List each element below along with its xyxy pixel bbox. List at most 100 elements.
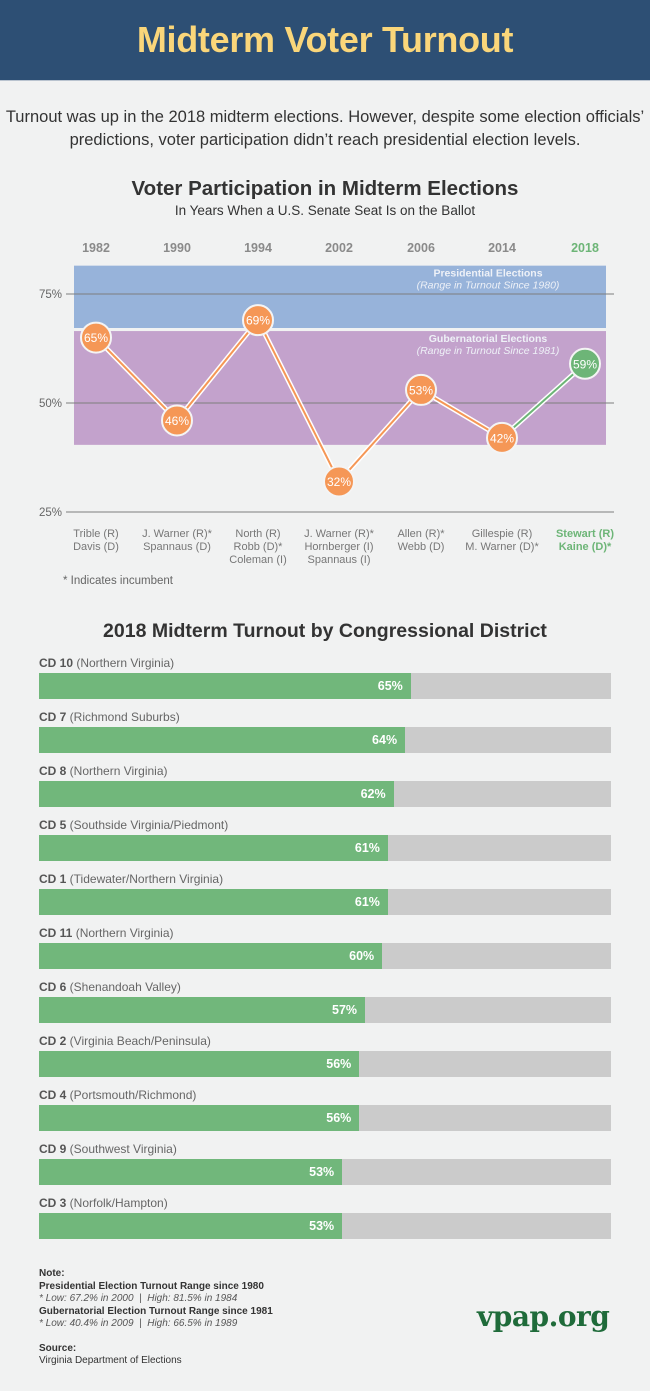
candidate-name: North (R)	[235, 528, 280, 540]
bar-fill: 62%	[39, 781, 394, 807]
data-point	[405, 373, 437, 406]
district-row: CD 7 (Richmond Suburbs) 64%	[39, 710, 611, 764]
bar-fill: 65%	[39, 673, 411, 699]
district-row: CD 1 (Tidewater/Northern Virginia) 61%	[39, 872, 611, 926]
line-segment	[501, 363, 586, 439]
band-note: (Range in Turnout Since 1981)	[417, 345, 560, 357]
district-code: CD 2	[39, 1034, 67, 1048]
presidential-range-heading: Presidential Election Turnout Range sinc…	[39, 1280, 264, 1292]
district-code: CD 11	[39, 926, 73, 940]
bar-value-label: 53%	[309, 1219, 335, 1233]
data-label: 32%	[327, 475, 351, 489]
bar-value-label: 65%	[377, 679, 403, 693]
bar-value-label: 62%	[360, 787, 386, 801]
district-label: CD 6 (Shenandoah Valley)	[39, 980, 611, 997]
district-row: CD 2 (Virginia Beach/Peninsula) 56%	[39, 1034, 611, 1088]
district-code: CD 7	[39, 710, 67, 724]
y-tick-label: 75%	[39, 289, 62, 301]
band-label: Presidential Elections	[433, 268, 542, 280]
bar-fill: 56%	[39, 1051, 360, 1077]
district-label: CD 7 (Richmond Suburbs)	[39, 710, 611, 727]
y-tick-label: 25%	[39, 507, 62, 519]
district-row: CD 10 (Northern Virginia) 65%	[39, 656, 611, 710]
candidate-name: Spannaus (I)	[308, 554, 371, 566]
candidate-name: Kaine (D)*	[559, 541, 612, 553]
bar-track: 65%	[39, 673, 611, 699]
district-code: CD 9	[39, 1142, 67, 1156]
district-row: CD 6 (Shenandoah Valley) 57%	[39, 980, 611, 1034]
district-code: CD 8	[39, 764, 67, 778]
district-region: (Richmond Suburbs)	[66, 710, 180, 724]
bar-value-label: 61%	[354, 895, 380, 909]
data-label: 53%	[409, 383, 433, 397]
source-text: Virginia Department of Elections	[39, 1355, 182, 1366]
district-row: CD 11 (Northern Virginia) 60%	[39, 926, 611, 980]
candidate-name: Hornberger (I)	[304, 541, 373, 553]
bar-fill: 53%	[39, 1159, 343, 1185]
data-point	[80, 321, 112, 354]
candidate-name: Spannaus (D)	[143, 541, 211, 553]
bar-value-label: 56%	[326, 1111, 352, 1125]
district-label: CD 5 (Southside Virginia/Piedmont)	[39, 818, 611, 835]
data-label: 65%	[84, 331, 108, 345]
district-region: (Shenandoah Valley)	[66, 980, 181, 994]
line-segment	[257, 319, 340, 482]
district-label: CD 10 (Northern Virginia)	[39, 656, 611, 673]
candidate-name: Stewart (R)	[556, 528, 614, 540]
district-label: CD 1 (Tidewater/Northern Virginia)	[39, 872, 611, 889]
data-label: 42%	[490, 431, 514, 445]
district-region: (Southwest Virginia)	[66, 1142, 177, 1156]
district-row: CD 9 (Southwest Virginia) 53%	[39, 1142, 611, 1196]
band-label: Gubernatorial Elections	[429, 333, 548, 345]
district-code: CD 5	[39, 818, 67, 832]
candidate-name: J. Warner (R)*	[304, 528, 375, 540]
data-label: 59%	[573, 357, 597, 371]
bar-track: 61%	[39, 835, 611, 861]
bar-fill: 60%	[39, 943, 383, 969]
candidate-name: Gillespie (R)	[472, 528, 533, 540]
district-region: (Portsmouth/Richmond)	[66, 1088, 197, 1102]
district-row: CD 3 (Norfolk/Hampton) 53%	[39, 1196, 611, 1250]
intro-text: Turnout was up in the 2018 midterm elect…	[5, 108, 645, 149]
data-point	[323, 465, 355, 498]
candidate-name: Robb (D)*	[234, 541, 284, 553]
data-point	[569, 347, 601, 380]
year-label: 1982	[82, 241, 110, 255]
year-label: 1994	[244, 241, 272, 255]
district-label: CD 3 (Norfolk/Hampton)	[39, 1196, 611, 1213]
candidate-name: Webb (D)	[398, 541, 445, 553]
district-code: CD 10	[39, 656, 74, 670]
band-note: (Range in Turnout Since 1980)	[417, 280, 560, 292]
district-label: CD 11 (Northern Virginia)	[39, 926, 611, 943]
gubernatorial-range-heading: Gubernatorial Election Turnout Range sin…	[39, 1305, 273, 1317]
source-heading: Source:	[39, 1342, 77, 1354]
presidential-range-detail: * Low: 67.2% in 2000 | High: 81.5% in 19…	[39, 1293, 238, 1304]
district-code: CD 4	[39, 1088, 67, 1102]
bar-chart-title: 2018 Midterm Turnout by Congressional Di…	[103, 620, 547, 642]
bar-value-label: 61%	[354, 841, 380, 855]
district-code: CD 6	[39, 980, 67, 994]
district-row: CD 8 (Northern Virginia) 62%	[39, 764, 611, 818]
district-code: CD 1	[39, 872, 67, 886]
year-label: 2018	[571, 241, 599, 255]
district-region: (Virginia Beach/Peninsula)	[66, 1034, 211, 1048]
candidate-name: Davis (D)	[73, 541, 119, 553]
year-label: 1990	[163, 241, 191, 255]
district-label: CD 8 (Northern Virginia)	[39, 764, 611, 781]
bar-track: 53%	[39, 1159, 611, 1185]
bar-fill: 53%	[39, 1213, 343, 1239]
line-chart: 1982 1990 1994 2002 2006 2014 2018 Presidential…	[39, 241, 614, 566]
district-bar-chart: CD 10 (Northern Virginia) 65% CD 7 (Richmo…	[39, 656, 611, 1250]
page-title: Midterm Voter Turnout	[136, 19, 514, 60]
bar-value-label: 53%	[309, 1165, 335, 1179]
vpap-logo[interactable]: vpap.org	[477, 1300, 610, 1333]
bar-fill: 56%	[39, 1105, 360, 1131]
district-region: (Northern Virginia)	[72, 926, 174, 940]
bar-track: 64%	[39, 727, 611, 753]
incumbent-footnote: * Indicates incumbent	[63, 575, 173, 587]
year-label: 2006	[407, 241, 435, 255]
district-label: CD 4 (Portsmouth/Richmond)	[39, 1088, 611, 1105]
bar-fill: 64%	[39, 727, 406, 753]
bar-fill: 57%	[39, 997, 366, 1023]
bar-value-label: 57%	[332, 1003, 358, 1017]
